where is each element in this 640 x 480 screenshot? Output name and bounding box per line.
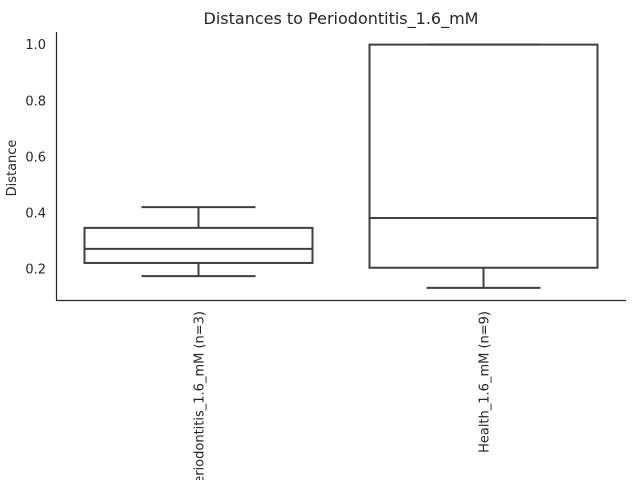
box-group (368, 43, 599, 289)
boxes-layer (83, 43, 599, 289)
y-tick-label: 0.6 (25, 150, 46, 165)
iqr-box (83, 226, 314, 264)
x-tick-label: Periodontitis_1.6_mM (n=3) (193, 311, 208, 480)
y-tick-label: 0.2 (25, 263, 46, 278)
y-tick-label: 1.0 (25, 38, 46, 53)
box-group (83, 206, 314, 278)
y-axis-label: Distance (5, 140, 20, 197)
x-tick-label: Health_1.6_mM (n=9) (478, 311, 493, 453)
x-axis: Periodontitis_1.6_mM (n=3) Health_1.6_mM … (193, 311, 493, 480)
y-tick-label: 0.4 (25, 207, 46, 222)
chart-title: Distances to Periodontitis_1.6_mM (204, 9, 479, 29)
y-axis: 0.2 0.4 0.6 0.8 1.0 (25, 38, 46, 278)
y-tick-label: 0.8 (25, 94, 46, 109)
iqr-box (368, 43, 599, 269)
